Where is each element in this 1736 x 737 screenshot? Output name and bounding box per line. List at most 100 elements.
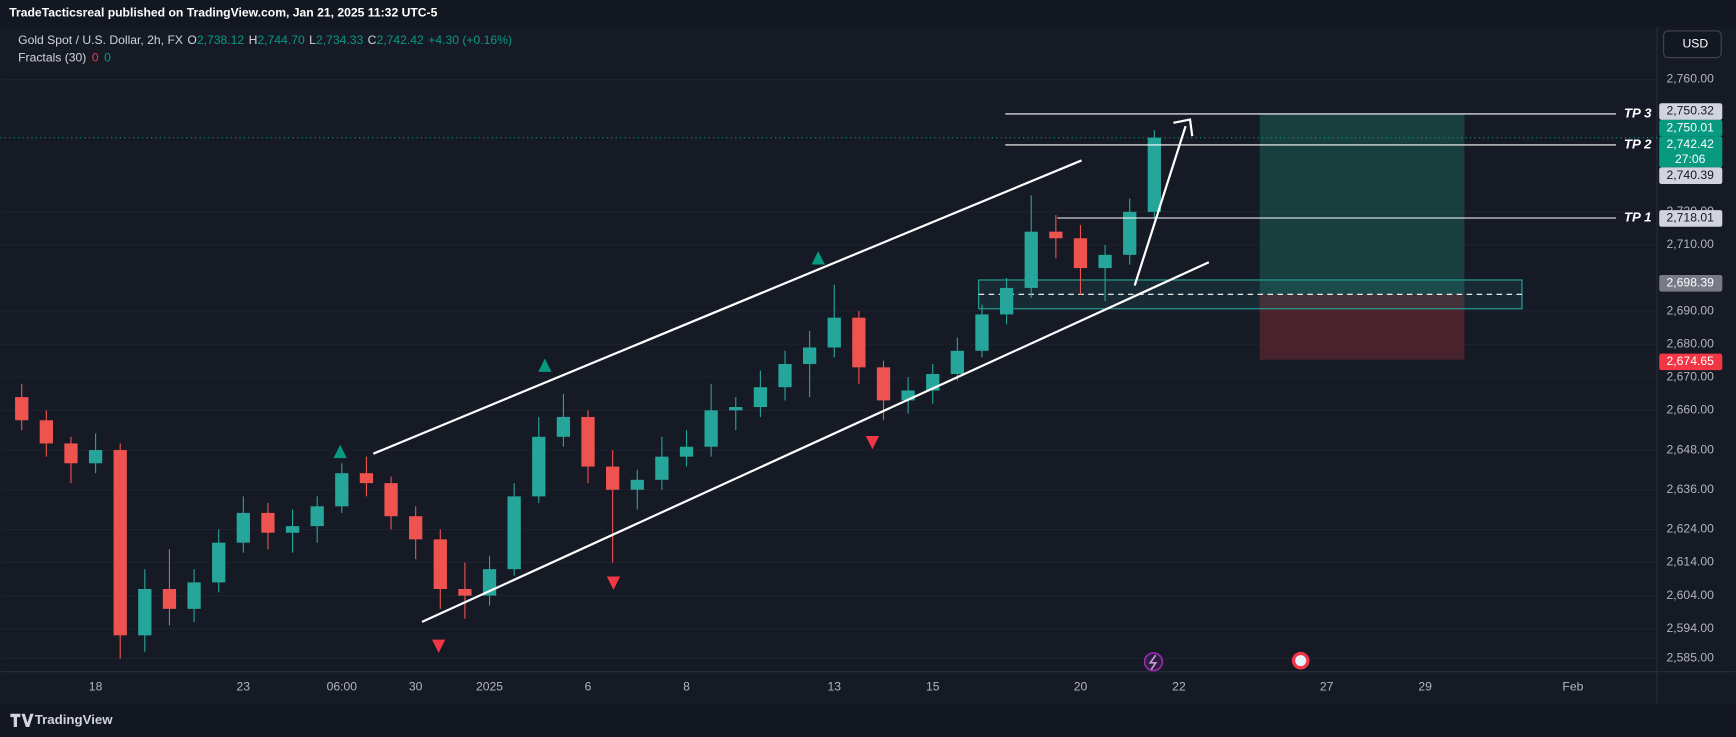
candle-body — [409, 516, 423, 540]
candle-body — [138, 588, 152, 636]
candle-body — [15, 397, 29, 421]
y-tick-label: 2,760.00 — [1667, 72, 1715, 86]
event-icon[interactable] — [1143, 652, 1164, 672]
candle-body — [704, 410, 718, 447]
y-tick-label: 2,648.00 — [1667, 442, 1715, 456]
currency-button[interactable] — [1663, 30, 1722, 59]
y-tick-label: 2,710.00 — [1667, 237, 1715, 251]
candle-body — [1123, 211, 1137, 255]
x-tick-label: 13 — [827, 679, 841, 693]
candle-body — [778, 364, 792, 388]
price-badge-label: 2,750.32 — [1667, 104, 1715, 118]
x-tick-label: 15 — [926, 679, 940, 693]
indicator-value: 0 — [104, 51, 111, 65]
candle-body — [802, 347, 817, 365]
ohlc-value: 2,738.12 — [197, 33, 245, 47]
candle-body — [630, 479, 644, 490]
candle-body — [999, 287, 1014, 315]
candle-body — [261, 512, 275, 533]
tp2-label: TP 2 — [1624, 136, 1652, 151]
grid — [0, 78, 1658, 660]
candle-body — [458, 588, 472, 596]
candle-body — [1049, 231, 1063, 239]
price-badge-label: 2,718.01 — [1667, 211, 1715, 225]
candle-body — [1024, 231, 1038, 288]
price-badge-label: 2,750.01 — [1667, 120, 1715, 134]
publish-info: TradeTacticsreal published on TradingVie… — [9, 5, 437, 19]
fractal-down — [431, 639, 446, 653]
y-tick-label: 2,624.00 — [1667, 522, 1715, 536]
y-tick-label: 2,660.00 — [1667, 403, 1715, 417]
candle-body — [39, 420, 53, 444]
candle-body — [876, 367, 891, 401]
ohlc-key: O — [187, 33, 196, 47]
y-tick-label: 2,614.00 — [1667, 555, 1715, 569]
price-badge — [1659, 103, 1723, 120]
candle-body — [1073, 238, 1088, 269]
y-tick-label: 2,594.00 — [1667, 621, 1715, 635]
ohlc-key: H — [249, 33, 258, 47]
x-tick-label: 2025 — [476, 679, 503, 693]
indicator-line: Fractals (30) 0 0 — [18, 51, 111, 65]
price-badge — [1659, 210, 1723, 227]
change: +4.30 (+0.16%) — [428, 33, 512, 47]
price-badge — [1659, 353, 1723, 371]
candle-body — [852, 317, 866, 368]
candle-body — [113, 450, 127, 636]
ohlc-value: 2,742.42 — [376, 33, 424, 47]
y-tick-label: 2,690.00 — [1667, 303, 1715, 317]
x-tick-label: 18 — [89, 679, 103, 693]
candle-body — [384, 483, 398, 517]
logo-mark — [10, 713, 34, 728]
candle-body — [507, 496, 521, 570]
currency-label: USD — [1682, 36, 1708, 50]
price-badge-label: 2,742.42 — [1667, 137, 1715, 151]
x-tick-label: 06:00 — [327, 679, 358, 693]
candle-body — [827, 317, 841, 348]
candle-body — [236, 512, 250, 543]
x-tick-label: 20 — [1074, 679, 1088, 693]
top-bar — [0, 0, 1736, 27]
x-tick-label: 23 — [237, 679, 251, 693]
candle-body — [679, 446, 694, 457]
indicator-value: 0 — [92, 51, 99, 65]
price-badge-label: 2,740.39 — [1667, 168, 1715, 182]
economic-event-flag — [1295, 655, 1307, 667]
footer-brand: TradingView — [35, 712, 114, 727]
y-tick-label: 2,636.00 — [1667, 482, 1715, 496]
ohlc-key: L — [309, 33, 316, 47]
y-tick-label: 2,604.00 — [1667, 588, 1715, 602]
candle-body — [950, 350, 964, 374]
x-tick-label: 30 — [409, 679, 423, 693]
ohlc-key: C — [368, 33, 377, 47]
candle-body — [606, 466, 620, 490]
price-badge-label: 2,698.39 — [1667, 276, 1715, 290]
candle-body — [1098, 254, 1112, 269]
candle-body — [310, 506, 324, 527]
channel-upper — [372, 159, 1082, 455]
candle-body — [901, 390, 915, 401]
candle-body — [187, 582, 201, 609]
fractal-up — [811, 251, 825, 265]
loss-zone — [1259, 294, 1465, 360]
legend-line: Gold Spot / U.S. Dollar, 2h, FX O2,738.12… — [18, 33, 512, 47]
y-tick-label: 2,670.00 — [1667, 369, 1715, 383]
fractal-up — [538, 358, 552, 372]
ohlc-value: 2,744.70 — [257, 33, 305, 47]
candle-body — [532, 436, 546, 497]
candle-body — [753, 387, 768, 408]
arrow-shaft — [1133, 125, 1187, 286]
candle-body — [729, 407, 743, 411]
candle-body — [162, 588, 177, 609]
candle-body — [88, 450, 103, 464]
price-badge — [1659, 119, 1723, 137]
candle-body — [556, 416, 571, 437]
fractal-down — [606, 576, 621, 590]
x-tick-label: 8 — [683, 679, 690, 693]
price-countdown: 27:06 — [1675, 152, 1706, 166]
fractal-up — [333, 444, 347, 459]
y-tick-label: 2,680.00 — [1667, 336, 1715, 350]
